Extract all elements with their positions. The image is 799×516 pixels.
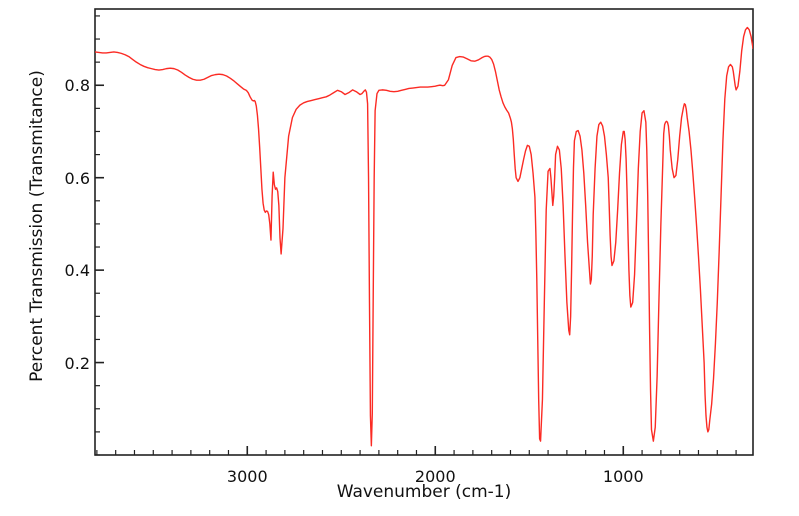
x-tick-label: 1000 [602,467,644,486]
y-tick-label: 0.4 [64,261,90,281]
x-tick-label-group: 3000 2000 1000 [0,462,799,492]
plot-border [94,8,754,456]
spectrum-line [95,26,753,447]
x-tick-label: 2000 [414,467,456,486]
x-axis-label: Wavenumber (cm-1) [336,482,512,502]
x-tick-label: 3000 [226,467,268,486]
y-tick-label-group: 0.2 0.4 0.6 0.8 [28,0,90,516]
y-tick-label: 0.2 [64,353,90,373]
axis-frame [94,8,754,456]
spectrum-series-group [95,26,753,447]
y-tick-label: 0.6 [64,168,90,188]
tick-marks [95,15,737,456]
y-tick-label: 0.8 [64,76,90,96]
